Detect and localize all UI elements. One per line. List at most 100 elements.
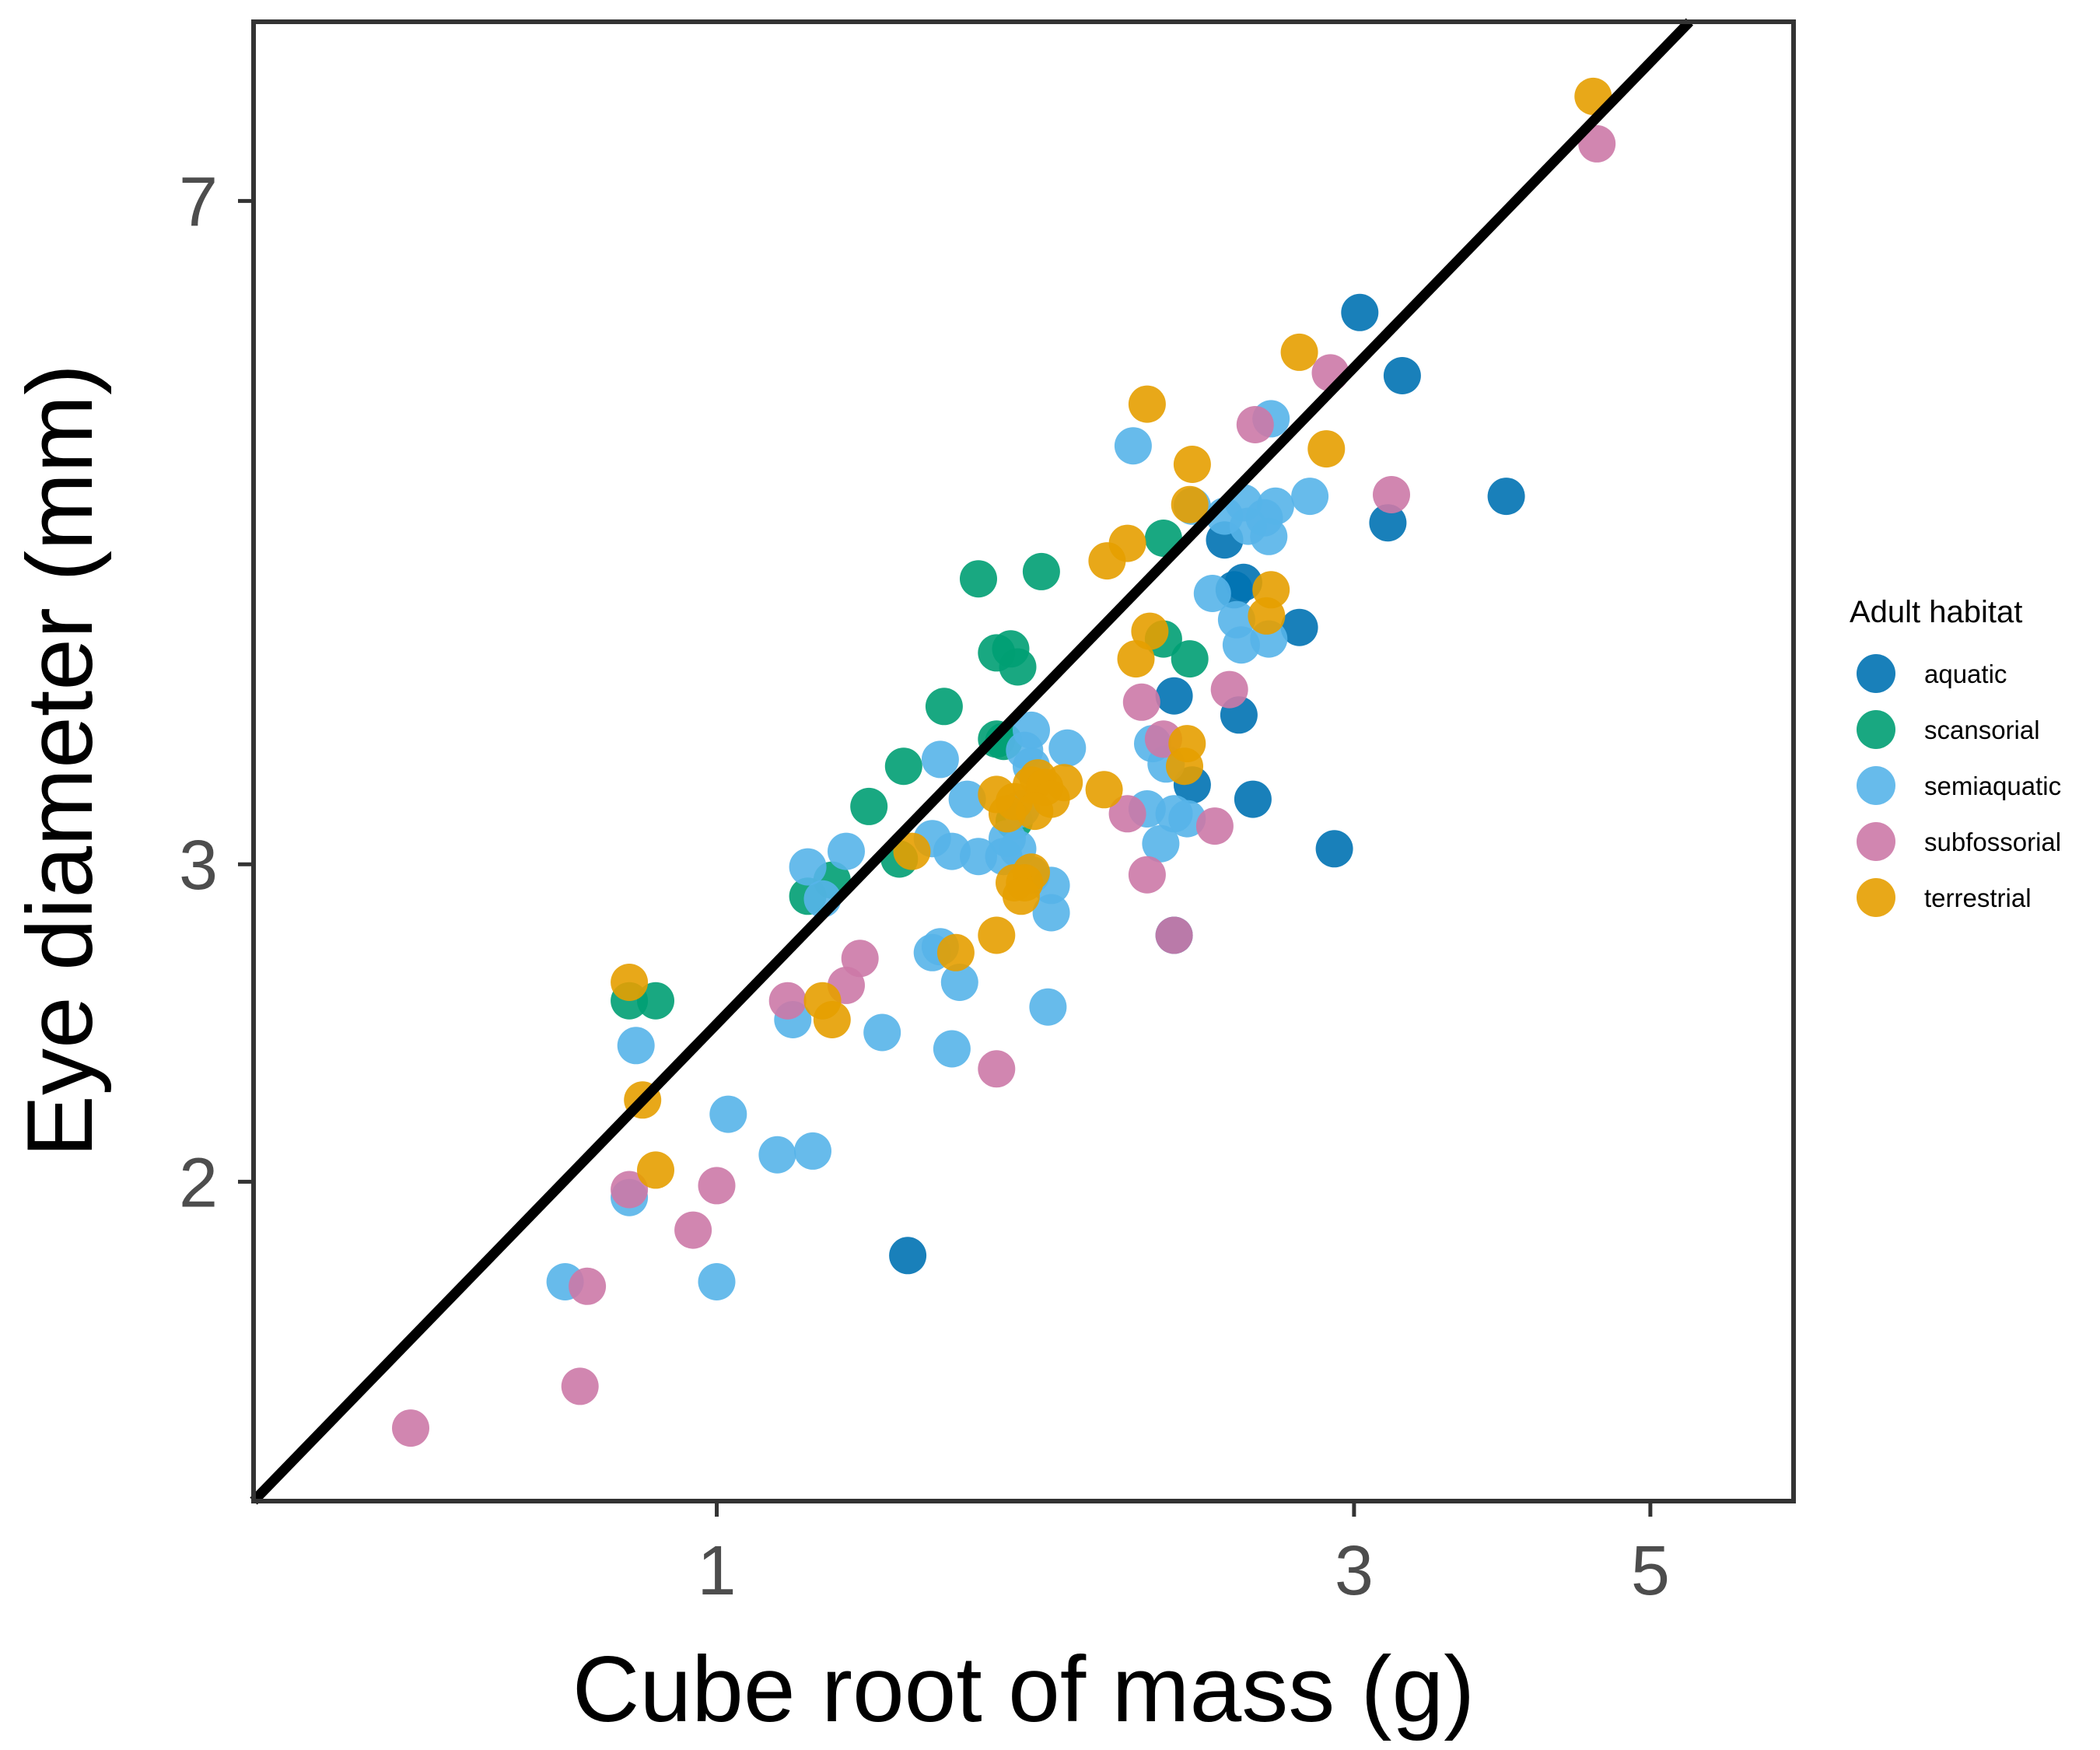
legend-label-semiaquatic: semiaquatic: [1924, 772, 2061, 800]
y-tick-label-0: 2: [179, 1144, 218, 1222]
point-terrestrial-35: [637, 1151, 674, 1189]
point-scansorial-4: [999, 648, 1037, 686]
legend: Adult habitat aquatic scansorial semiaquat…: [1850, 595, 2061, 917]
point-aquatic-0: [1341, 293, 1379, 331]
point-subfossorial-0: [1578, 124, 1616, 163]
legend-label-terrestrial: terrestrial: [1924, 884, 2032, 912]
point-semiaquatic-41: [940, 964, 978, 1001]
point-terrestrial-7: [1088, 542, 1126, 580]
point-semiaquatic-52: [698, 1263, 736, 1300]
series-terrestrial: [611, 77, 1612, 1189]
point-subfossorial-4: [1210, 670, 1248, 709]
point-subfossorial-10: [1155, 916, 1193, 954]
point-aquatic-3: [1369, 504, 1407, 542]
legend-label-aquatic: aquatic: [1924, 660, 2007, 688]
point-aquatic-11: [1234, 780, 1272, 818]
point-semiaquatic-9: [1250, 517, 1288, 555]
point-subfossorial-20: [392, 1409, 429, 1447]
x-tick-label-0: 1: [698, 1532, 737, 1610]
point-aquatic-7: [1280, 608, 1318, 646]
point-terrestrial-5: [1171, 485, 1209, 523]
x-tick-label-1: 3: [1335, 1532, 1374, 1610]
point-terrestrial-21: [1016, 793, 1054, 831]
point-subfossorial-13: [768, 982, 807, 1020]
point-subfossorial-5: [1122, 683, 1160, 721]
y-tick-label-1: 3: [179, 827, 218, 905]
legend-label-scansorial: scansorial: [1924, 716, 2040, 744]
point-scansorial-7: [1171, 640, 1209, 678]
legend-key-subfossorial: [1857, 822, 1895, 861]
point-semiaquatic-13: [1222, 626, 1260, 664]
point-terrestrial-4: [1173, 446, 1211, 483]
point-subfossorial-7: [1108, 795, 1146, 833]
point-terrestrial-28: [1002, 877, 1040, 915]
legend-items: aquatic scansorial semiaquatic subfossorial…: [1857, 654, 2061, 917]
point-subfossorial-9: [1128, 856, 1166, 894]
point-subfossorial-15: [611, 1171, 649, 1209]
point-semiaquatic-46: [617, 1027, 655, 1065]
point-scansorial-8: [925, 688, 963, 726]
point-terrestrial-33: [611, 964, 649, 1001]
point-terrestrial-1: [1280, 333, 1318, 371]
point-semiaquatic-33: [828, 832, 865, 870]
point-terrestrial-13: [1166, 747, 1203, 786]
point-subfossorial-19: [561, 1367, 599, 1405]
point-terrestrial-23: [978, 775, 1016, 814]
point-aquatic-2: [1487, 478, 1525, 516]
legend-key-scansorial: [1857, 710, 1895, 749]
point-subfossorial-3: [1373, 476, 1410, 513]
point-terrestrial-10: [1131, 612, 1169, 650]
point-semiaquatic-10: [1193, 575, 1231, 612]
point-scansorial-1: [1022, 552, 1060, 590]
legend-key-semiaquatic: [1857, 766, 1895, 805]
point-scansorial-12: [850, 787, 888, 825]
point-semiaquatic-48: [758, 1136, 796, 1174]
point-terrestrial-14: [1085, 771, 1123, 809]
point-subfossorial-14: [978, 1050, 1016, 1088]
point-terrestrial-32: [813, 1001, 851, 1038]
point-scansorial-11: [884, 747, 922, 786]
point-semiaquatic-18: [921, 740, 959, 779]
point-terrestrial-30: [936, 933, 975, 971]
point-terrestrial-11: [1117, 640, 1155, 678]
y-axis-title: Eye diameter (mm): [8, 364, 112, 1157]
x-axis: 1 3 5: [698, 1501, 1670, 1610]
point-aquatic-1: [1383, 357, 1421, 394]
point-scansorial-0: [960, 560, 997, 598]
legend-title: Adult habitat: [1850, 595, 2022, 629]
plot-frame: [251, 19, 1796, 1503]
point-subfossorial-8: [1195, 807, 1234, 845]
point-semiaquatic-42: [1029, 988, 1067, 1026]
point-terrestrial-9: [1248, 597, 1286, 635]
y-axis: 2 3 7: [179, 163, 254, 1222]
point-semiaquatic-19: [948, 780, 986, 818]
point-aquatic-14: [889, 1237, 927, 1275]
y-tick-label-2: 7: [179, 163, 218, 241]
point-terrestrial-3: [1307, 430, 1346, 468]
point-subfossorial-17: [674, 1211, 712, 1249]
point-semiaquatic-45: [933, 1030, 971, 1068]
x-axis-title: Cube root of mass (g): [572, 1637, 1475, 1741]
legend-key-aquatic: [1857, 654, 1895, 693]
point-semiaquatic-47: [709, 1095, 747, 1133]
point-aquatic-12: [1315, 830, 1353, 868]
point-semiaquatic-21: [1048, 729, 1087, 767]
legend-key-terrestrial: [1857, 878, 1895, 917]
point-terrestrial-2: [1128, 385, 1166, 423]
point-terrestrial-24: [893, 832, 931, 870]
x-tick-label-2: 5: [1631, 1532, 1670, 1610]
legend-label-subfossorial: subfossorial: [1924, 828, 2061, 856]
fit-line: [250, 18, 1694, 1505]
point-scansorial-18: [637, 982, 674, 1020]
point-semiaquatic-44: [863, 1013, 901, 1052]
point-semiaquatic-36: [789, 848, 827, 886]
point-subfossorial-2: [1236, 406, 1274, 443]
point-semiaquatic-49: [794, 1132, 831, 1170]
point-semiaquatic-26: [1142, 824, 1180, 863]
points-layer: [392, 77, 1616, 1447]
point-semiaquatic-7: [1256, 487, 1294, 525]
point-semiaquatic-38: [1032, 894, 1070, 932]
point-subfossorial-16: [698, 1167, 736, 1205]
point-aquatic-8: [1155, 677, 1193, 715]
